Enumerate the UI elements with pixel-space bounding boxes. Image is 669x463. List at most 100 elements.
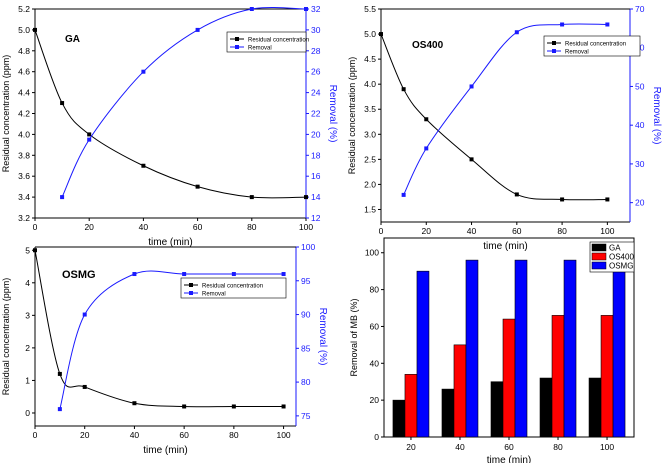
y-tick-label: 2.0 — [364, 179, 376, 189]
bar-os400 — [600, 315, 614, 438]
y2-axis-label: Removal (%) — [317, 308, 328, 366]
y2-axis-label: Removal (%) — [327, 85, 338, 143]
legend-marker — [235, 37, 239, 41]
legend-box — [226, 31, 307, 53]
x-tick-label: 80 — [247, 222, 257, 232]
y-tick-label: 3.4 — [18, 192, 30, 202]
panel-osmg: 0 20 40 60 80 100 0 1 2 3 4 5 75 80 85 90 95 100 time (min… — [1, 242, 328, 456]
data-point-removal — [60, 195, 65, 200]
x-axis-label: time (min) — [148, 237, 192, 248]
y2-tick-label: 30 — [311, 25, 321, 35]
x-tick-label: 80 — [553, 442, 563, 452]
legend-box — [180, 277, 287, 299]
y-tick-label: 5.5 — [364, 4, 376, 14]
x-tick-label: 40 — [139, 222, 149, 232]
x-tick-label: 60 — [504, 442, 514, 452]
bar-ga — [441, 388, 455, 438]
data-point-removal — [141, 69, 146, 74]
y2-tick-label: 75 — [301, 411, 311, 421]
legend-marker — [552, 41, 556, 45]
data-point-residual — [231, 404, 236, 409]
bar-os400 — [404, 374, 418, 438]
data-point-removal — [560, 22, 565, 27]
data-point-residual — [281, 404, 286, 409]
legend-label: Residual concentration — [248, 38, 309, 44]
legend-swatch — [591, 252, 607, 261]
y-tick-label: 4.8 — [18, 46, 30, 56]
x-tick-label: 40 — [467, 226, 477, 236]
legend-marker — [189, 283, 193, 287]
legend: Residual concentration Removal — [180, 277, 287, 299]
y2-tick-label: 30 — [635, 159, 645, 169]
bar-ga — [490, 381, 504, 438]
data-point-residual — [469, 157, 474, 162]
x-tick-label: 0 — [33, 430, 38, 440]
y-tick-label: 0 — [374, 432, 379, 442]
y-tick-label: 40 — [370, 358, 380, 368]
x-tick-label: 20 — [422, 226, 432, 236]
panel-ga: 0 20 40 60 80 100 3.2 3.4 3.6 3.8 4.0 4.2 4.4 4.6 4.8 5… — [1, 4, 338, 248]
legend: Residual concentration Removal — [226, 31, 309, 53]
data-point-residual — [82, 384, 87, 389]
x-tick-label: 0 — [379, 226, 384, 236]
y2-tick-label: 85 — [301, 343, 311, 353]
x-tick-label: 20 — [406, 442, 416, 452]
legend-label: OSMG — [609, 262, 633, 271]
y-tick-label: 1.5 — [364, 204, 376, 214]
legend-swatch — [591, 261, 607, 270]
data-point-residual — [57, 371, 62, 376]
data-point-residual — [304, 195, 308, 200]
y-tick-label: 3.6 — [18, 171, 30, 181]
legend-label: OS400 — [609, 253, 634, 262]
y-tick-label: 4.2 — [18, 109, 30, 119]
legend-label: Removal — [565, 50, 589, 56]
y2-tick-label: 20 — [311, 129, 321, 139]
data-point-residual — [401, 87, 406, 92]
data-point-removal — [195, 27, 200, 32]
y2-tick-label: 18 — [311, 150, 321, 160]
data-point-removal — [57, 407, 62, 412]
bar-osmg — [465, 259, 479, 438]
y2-tick-label: 20 — [635, 198, 645, 208]
y-tick-label: 20 — [370, 395, 380, 405]
data-point-removal — [132, 272, 137, 277]
legend-label: Residual concentration — [202, 284, 263, 290]
y2-tick-label: 24 — [311, 88, 321, 98]
data-point-residual — [33, 248, 37, 253]
y-tick-label: 4.0 — [18, 129, 30, 139]
y-axis-label: Removal of MB (%) — [349, 298, 359, 376]
panel-label: OS400 — [412, 40, 444, 51]
bar-os400 — [551, 315, 565, 438]
data-point-residual — [132, 401, 137, 406]
data-point-removal — [514, 30, 519, 35]
legend-marker — [189, 291, 193, 295]
x-tick-label: 100 — [276, 430, 290, 440]
y2-axis-label: Removal (%) — [651, 87, 662, 145]
data-point-removal — [249, 7, 254, 11]
x-tick-label: 40 — [130, 430, 140, 440]
x-tick-label: 80 — [229, 430, 239, 440]
panel-os400: 0 20 40 60 80 100 1.5 2.0 2.5 3.0 3.5 4.0 4.5 5.0 5.5 2… — [347, 4, 662, 252]
data-point-residual — [560, 197, 565, 202]
y-tick-label: 3.0 — [364, 129, 376, 139]
legend-box — [543, 35, 641, 57]
legend-label: GA — [609, 244, 621, 253]
data-point-residual — [195, 184, 200, 189]
bar-ga — [539, 377, 553, 438]
x-tick-label: 40 — [455, 442, 465, 452]
series-line-residual — [34, 29, 307, 199]
y-tick-label: 4.5 — [364, 54, 376, 64]
x-tick-label: 80 — [557, 226, 567, 236]
bar-osmg — [612, 259, 626, 438]
y2-tick-label: 70 — [635, 4, 645, 14]
y-tick-label: 2.5 — [364, 154, 376, 164]
x-tick-label: 100 — [600, 226, 614, 236]
x-tick-label: 60 — [512, 226, 522, 236]
y-tick-label: 5 — [25, 245, 30, 255]
x-tick-label: 20 — [80, 430, 90, 440]
data-point-removal — [182, 272, 187, 277]
y-tick-label: 3.5 — [364, 104, 376, 114]
data-point-removal — [424, 146, 429, 151]
